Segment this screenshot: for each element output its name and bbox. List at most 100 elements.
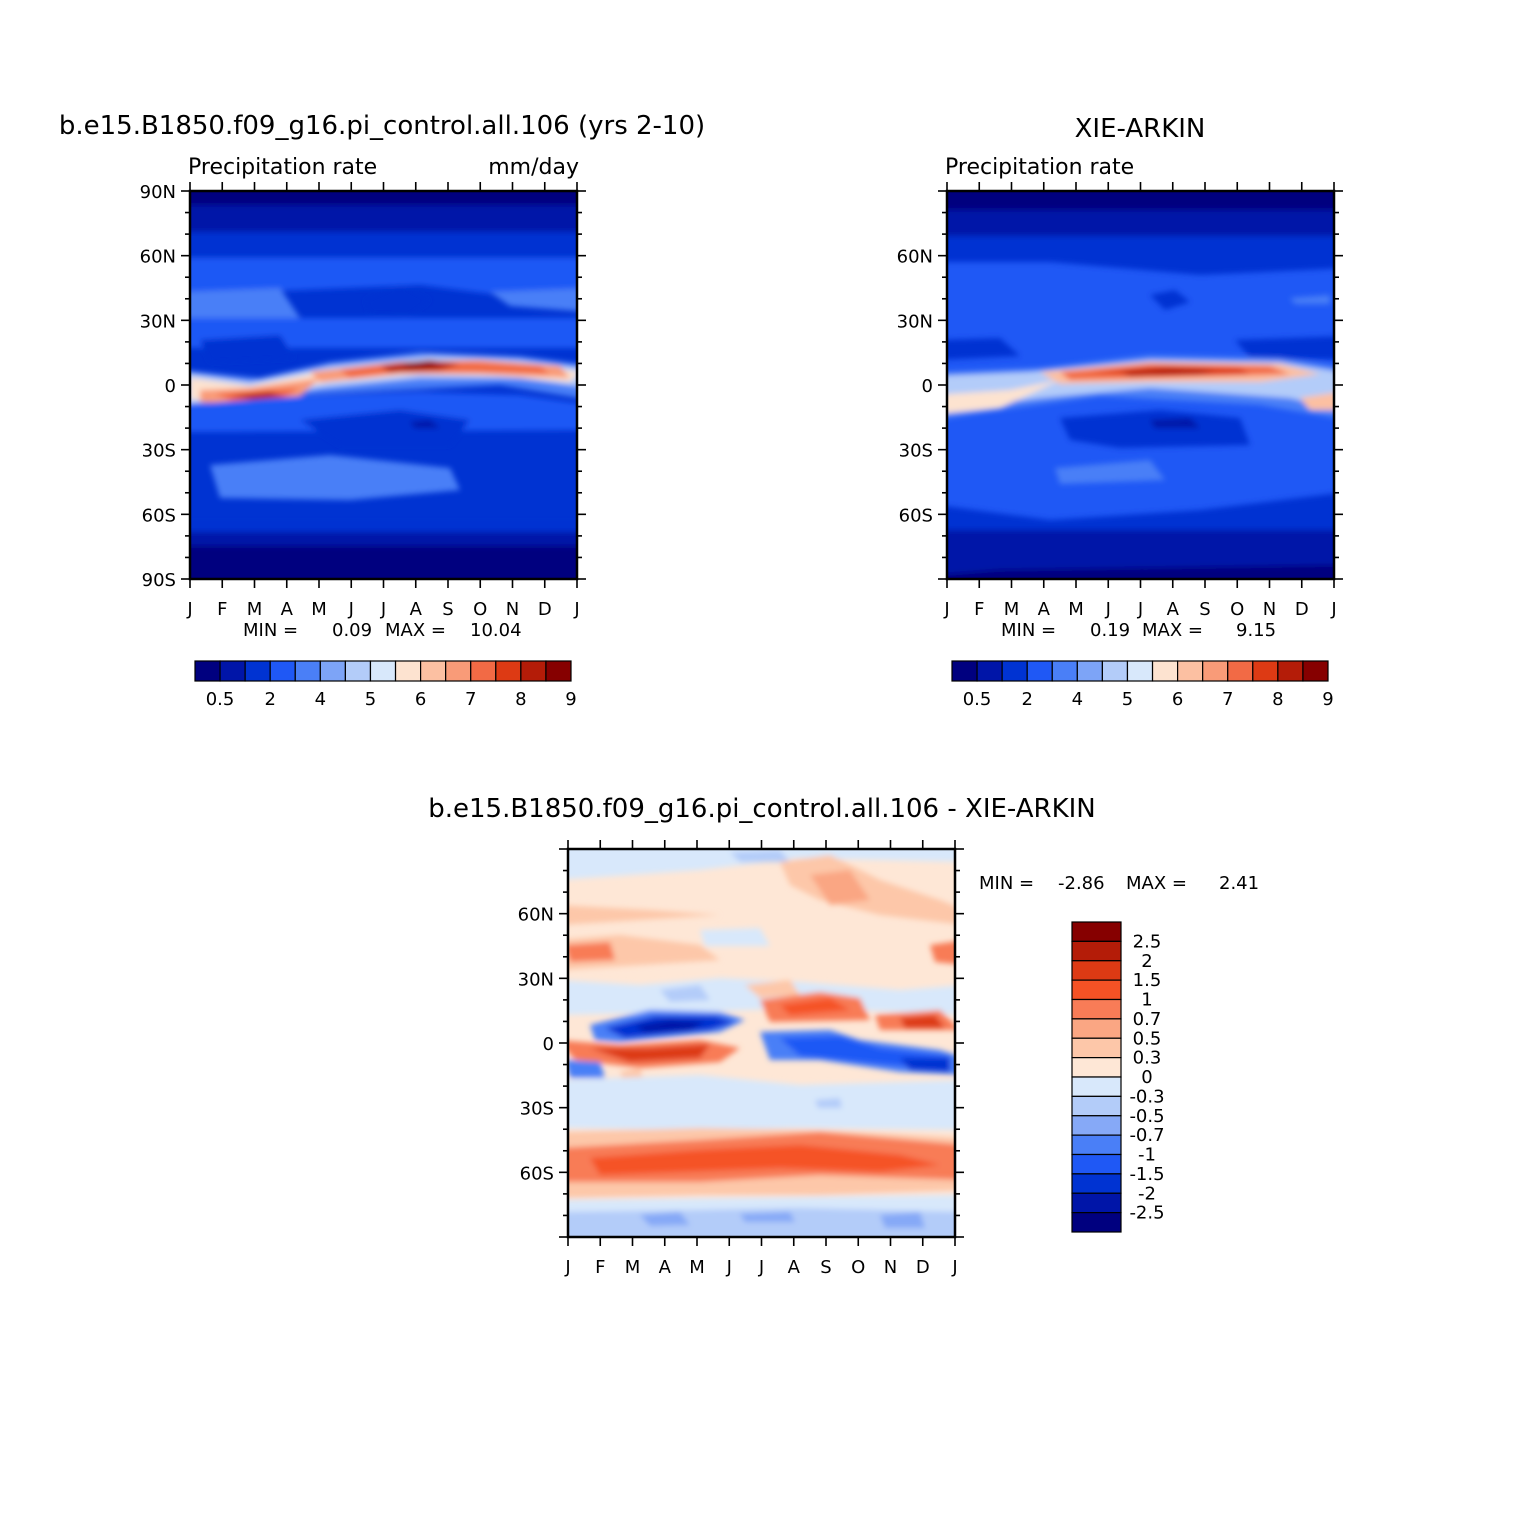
colorbar-swatch [369, 660, 397, 682]
x-tick-label: J [951, 1257, 957, 1278]
colorbar-label: 2 [1141, 951, 1152, 972]
panel3-field [568, 849, 955, 1237]
x-tick-label: D [916, 1257, 930, 1278]
y-tick-label: 90S [142, 570, 176, 591]
panel3-minmax: MIN = -2.86 MAX = 2.41 [979, 873, 1259, 894]
colorbar-swatch [1026, 660, 1053, 682]
colorbar-swatch [219, 660, 246, 682]
x-tick-label: A [788, 1257, 801, 1278]
colorbar-label: 6 [415, 689, 426, 710]
y-tick-label: 0 [922, 376, 933, 397]
x-tick-label: N [506, 599, 519, 620]
colorbar-label: -0.3 [1129, 1086, 1164, 1107]
x-tick-label: S [1199, 599, 1210, 620]
colorbar-label: 2 [1021, 689, 1032, 710]
y-tick-label: 0 [165, 376, 176, 397]
panel1-subtitle-right: mm/day [488, 155, 579, 180]
x-tick-label: F [974, 599, 984, 620]
colorbar-label: 5 [1122, 689, 1133, 710]
y-tick-label: 60S [520, 1163, 554, 1184]
x-tick-label: J [1105, 599, 1111, 620]
colorbar-swatch [1071, 921, 1122, 942]
colorbar-label: 0.5 [206, 689, 235, 710]
y-tick-label: 30S [899, 441, 933, 462]
x-tick-label: F [595, 1257, 605, 1278]
panel3-max-label: MAX = [1126, 873, 1187, 894]
panel2-subtitle-left: Precipitation rate [945, 155, 1134, 180]
x-tick-label: N [1263, 599, 1276, 620]
colorbar-swatch [1071, 1095, 1122, 1117]
x-tick-label: S [820, 1257, 831, 1278]
colorbar-label: -2.5 [1129, 1203, 1164, 1224]
colorbar-label: -0.5 [1129, 1106, 1164, 1127]
panel3-title: b.e15.B1850.f09_g16.pi_control.all.106 -… [428, 794, 1096, 824]
colorbar-swatch [1071, 1134, 1122, 1156]
y-tick-label: 30N [140, 311, 176, 332]
colorbar-swatch [1071, 1115, 1122, 1136]
colorbar-swatch [244, 660, 271, 682]
panel2-min-label: MIN = [1001, 620, 1056, 641]
colorbar-label: 0.3 [1133, 1048, 1162, 1069]
x-tick-label: A [410, 599, 423, 620]
x-tick-label: A [281, 599, 294, 620]
x-tick-label: A [1038, 599, 1051, 620]
panel3-colorbar: 2.521.510.70.50.30-0.3-0.5-0.7-1-1.5-2-2… [1071, 921, 1165, 1233]
panel3-min-value: -2.86 [1058, 873, 1105, 894]
x-tick-label: M [689, 1257, 705, 1278]
x-tick-label: M [1004, 599, 1020, 620]
x-tick-label: A [659, 1257, 672, 1278]
colorbar-label: -2 [1138, 1183, 1156, 1204]
x-tick-label: J [348, 599, 354, 620]
colorbar-label: 0.5 [1133, 1028, 1162, 1049]
colorbar-label: 5 [365, 689, 376, 710]
colorbar-swatch [1071, 960, 1122, 981]
y-tick-label: 60N [140, 247, 176, 268]
y-tick-label: 30S [142, 441, 176, 462]
panel2-title: XIE-ARKIN [1075, 114, 1206, 144]
y-tick-label: 30N [897, 311, 933, 332]
colorbar-label: 4 [315, 689, 326, 710]
panel2-max-value: 9.15 [1236, 620, 1276, 641]
panel3-max-value: 2.41 [1219, 873, 1259, 894]
colorbar-swatch [951, 660, 978, 682]
x-tick-label: J [1137, 599, 1143, 620]
y-tick-label: 30N [518, 969, 554, 990]
x-tick-label: O [1230, 599, 1244, 620]
colorbar-swatch [1071, 1037, 1122, 1059]
panel1-max-value: 10.04 [470, 620, 522, 641]
panel2-min-value: 0.19 [1090, 620, 1130, 641]
x-tick-label: O [473, 599, 487, 620]
colorbar-label: 1.5 [1133, 970, 1162, 991]
colorbar-swatch [394, 660, 422, 682]
colorbar-swatch [319, 660, 347, 682]
colorbar-swatch [545, 660, 572, 682]
panel3-y-axis: 60N 30N 0 30S 60S [518, 848, 964, 1238]
panel1-title: b.e15.B1850.f09_g16.pi_control.all.106 (… [59, 111, 705, 141]
panel2-y-axis: 60N 30N 0 30S 60S [897, 190, 1343, 580]
colorbar-swatch [1151, 660, 1179, 682]
x-tick-label: J [1330, 599, 1336, 620]
colorbar-label: 8 [1272, 689, 1283, 710]
x-tick-label: O [851, 1257, 865, 1278]
colorbar-label: 2 [264, 689, 275, 710]
panel3-min-label: MIN = [979, 873, 1034, 894]
colorbar-swatch [1076, 660, 1104, 682]
x-tick-label: M [311, 599, 327, 620]
panel1-max-label: MAX = [385, 620, 446, 641]
x-tick-label: S [442, 599, 453, 620]
colorbar-swatch [1071, 1173, 1122, 1194]
colorbar-label: 0.7 [1133, 1009, 1162, 1030]
x-tick-label: M [625, 1257, 641, 1278]
panel2-colorbar: 0.5 2 4 5 6 7 8 9 [951, 660, 1334, 710]
colorbar-label: 8 [515, 689, 526, 710]
colorbar-swatch [1202, 660, 1229, 682]
x-tick-label: D [538, 599, 552, 620]
x-tick-label: J [726, 1257, 732, 1278]
y-tick-label: 0 [543, 1034, 554, 1055]
colorbar-label: -1.5 [1129, 1164, 1164, 1185]
y-tick-label: 30S [520, 1099, 554, 1120]
panel1-subtitle-left: Precipitation rate [188, 155, 377, 180]
